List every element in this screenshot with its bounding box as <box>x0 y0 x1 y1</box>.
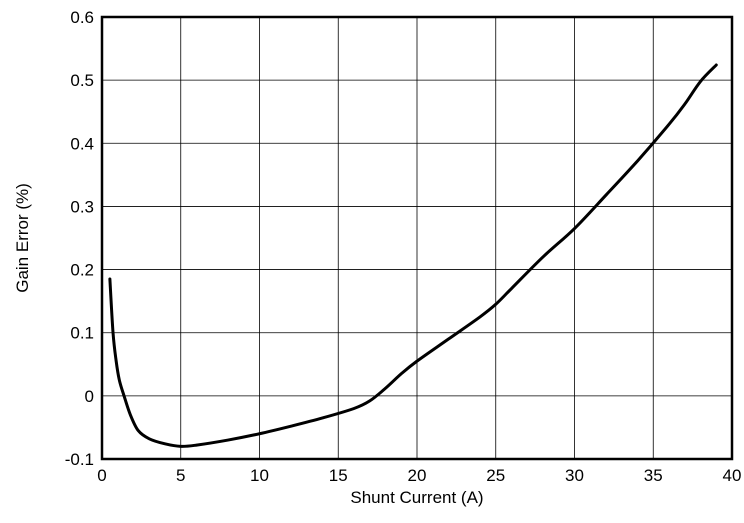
plot-frame <box>100 15 734 461</box>
y-tick-labels: -0.1 0 0.1 0.2 0.3 0.4 0.5 0.6 <box>65 8 94 469</box>
x-tick-label: 25 <box>486 466 505 485</box>
x-tick-label: 30 <box>565 466 584 485</box>
y-tick-label: 0.2 <box>70 261 94 280</box>
y-tick-label: 0.4 <box>70 134 94 153</box>
series-layer <box>108 63 718 448</box>
y-tick-label: 0 <box>85 387 94 406</box>
x-axis-label: Shunt Current (A) <box>350 488 483 507</box>
x-tick-label: 40 <box>723 466 742 485</box>
y-tick-label: -0.1 <box>65 450 94 469</box>
y-tick-label: 0.6 <box>70 8 94 27</box>
x-tick-label: 15 <box>329 466 348 485</box>
x-tick-label: 0 <box>97 466 106 485</box>
y-tick-label: 0.1 <box>70 324 94 343</box>
y-tick-label: 0.5 <box>70 71 94 90</box>
x-tick-label: 20 <box>408 466 427 485</box>
x-tick-labels: 0 5 10 15 20 25 30 35 40 <box>97 466 741 485</box>
y-tick-label: 0.3 <box>70 197 94 216</box>
x-tick-label: 5 <box>176 466 185 485</box>
x-tick-label: 35 <box>644 466 663 485</box>
y-axis-label: Gain Error (%) <box>13 183 32 293</box>
x-tick-label: 10 <box>250 466 269 485</box>
series-line-0 <box>108 63 718 448</box>
grid <box>102 17 732 459</box>
